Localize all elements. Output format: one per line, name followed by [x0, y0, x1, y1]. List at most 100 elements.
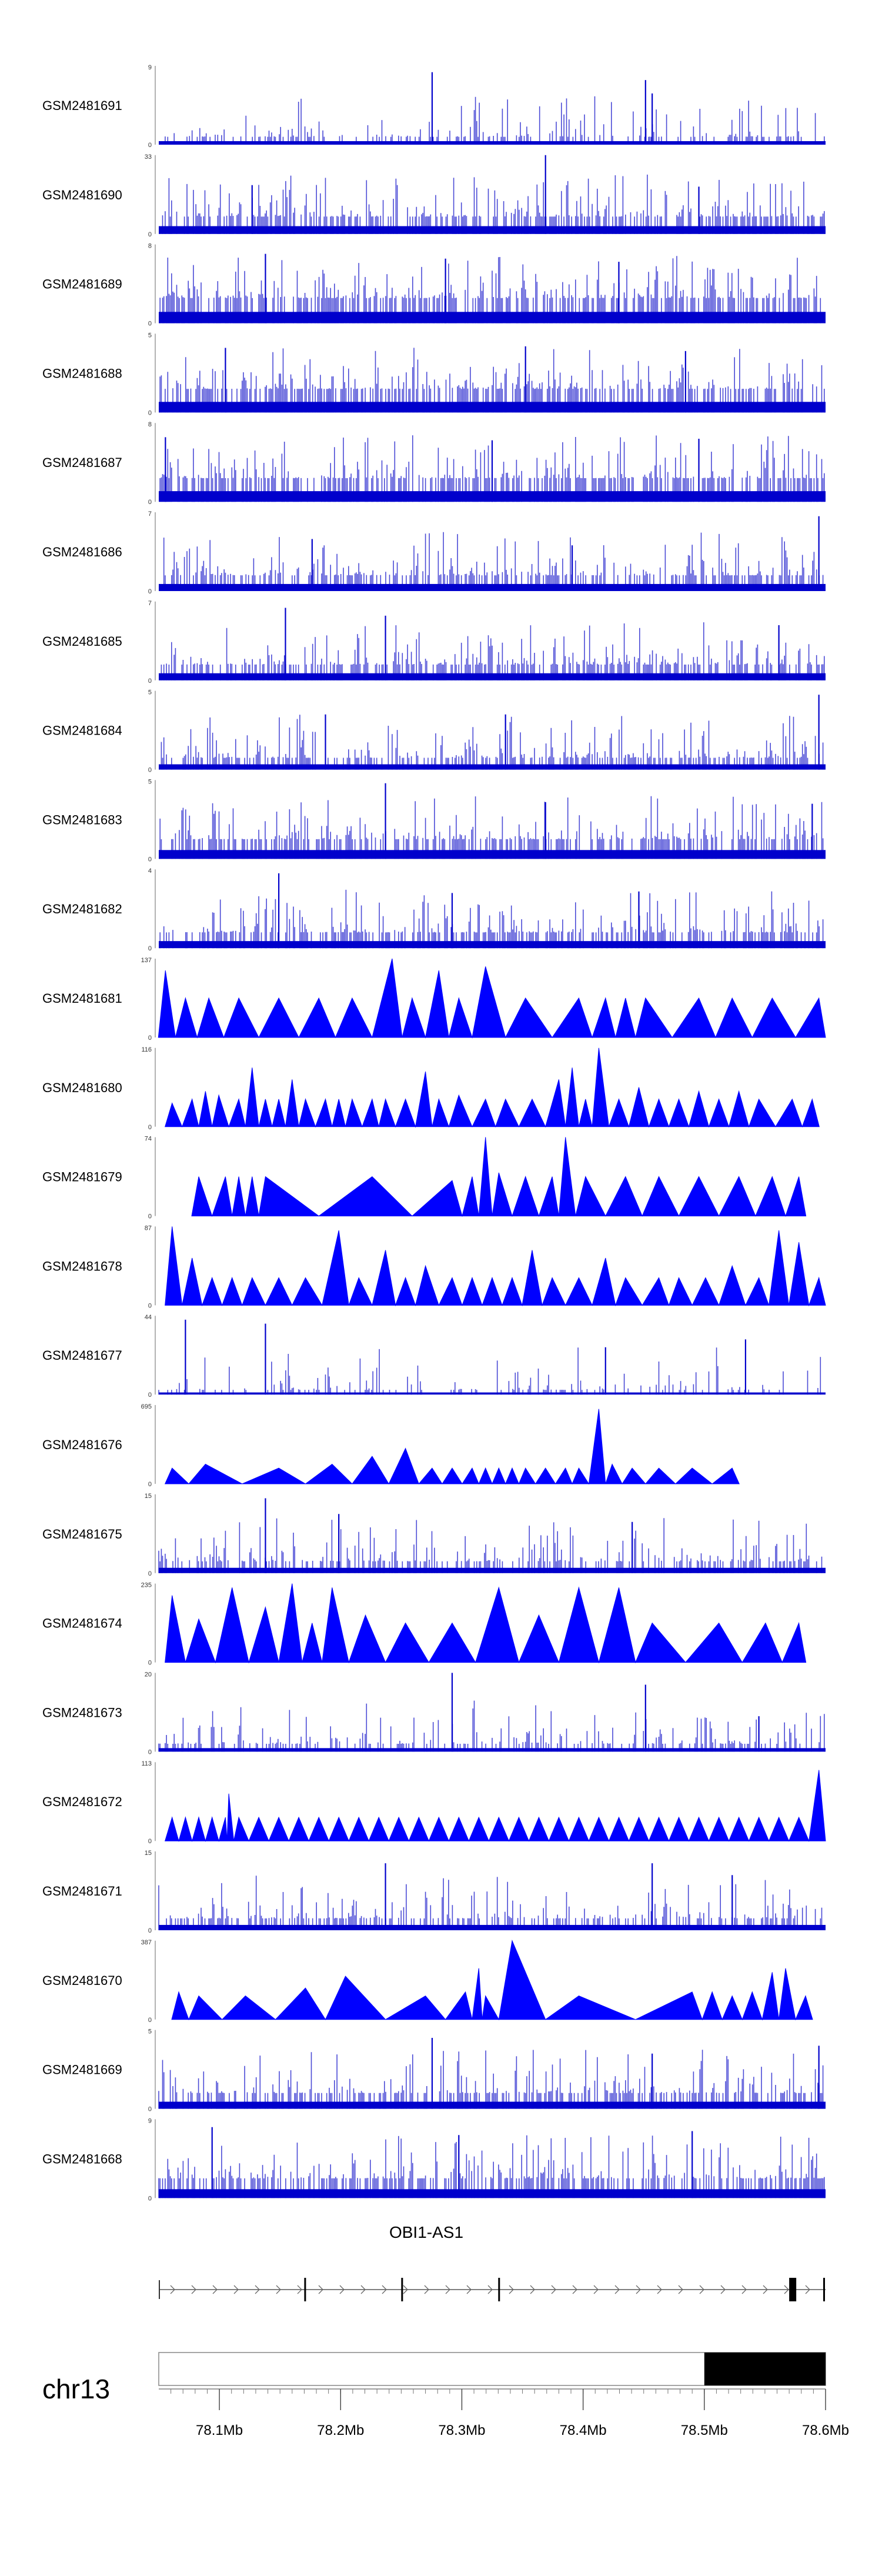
y-min-label: 0	[148, 1838, 152, 1845]
y-min-label: 0	[148, 321, 152, 328]
y-max-label: 387	[141, 1939, 152, 1946]
track-GSM2481681: GSM2481681 137 0	[42, 957, 826, 1042]
signal-bars	[158, 1518, 823, 1573]
y-min-label: 0	[148, 1035, 152, 1042]
y-min-label: 0	[148, 1392, 152, 1399]
y-max-label: 5	[148, 332, 152, 339]
track-label: GSM2481673	[42, 1705, 122, 1720]
track-GSM2481675: GSM2481675 15 0	[42, 1493, 826, 1577]
track-GSM2481683: GSM2481683 5 0	[42, 778, 826, 863]
x-tick-label: 78.6Mb	[802, 2422, 849, 2438]
signal-baseline	[159, 1392, 826, 1395]
track-GSM2481684: GSM2481684 5 0	[42, 689, 826, 774]
strand-arrow	[678, 2285, 683, 2294]
signal-baseline	[159, 312, 826, 323]
strand-arrow	[530, 2285, 535, 2294]
strand-arrow	[763, 2285, 768, 2294]
signal-bars	[159, 889, 824, 949]
y-max-label: 116	[141, 1046, 152, 1053]
track-label: GSM2481683	[42, 812, 122, 827]
strand-arrow	[593, 2285, 599, 2294]
strand-arrow	[572, 2285, 577, 2294]
track-GSM2481672: GSM2481672 113 0	[42, 1760, 826, 1845]
y-min-label: 0	[148, 1927, 152, 1934]
strand-arrow	[297, 2285, 302, 2294]
signal-peaks	[158, 958, 826, 1039]
track-label: GSM2481690	[42, 188, 122, 202]
signal-peaks	[165, 1583, 807, 1664]
gene-track: OBI1-AS1	[159, 2223, 826, 2301]
track-label: GSM2481675	[42, 1527, 122, 1541]
track-label: GSM2481676	[42, 1437, 122, 1452]
y-max-label: 5	[148, 2028, 152, 2036]
track-GSM2481690: GSM2481690 33 0	[42, 154, 826, 238]
y-min-label: 0	[148, 1660, 152, 1667]
y-min-label: 0	[148, 856, 152, 863]
y-min-label: 0	[148, 1302, 152, 1309]
track-GSM2481685: GSM2481685 7 0	[42, 600, 826, 685]
y-min-label: 0	[148, 2017, 152, 2024]
gene-exon	[304, 2278, 306, 2301]
strand-arrow	[805, 2285, 810, 2294]
track-label: GSM2481672	[42, 1794, 122, 1809]
y-max-label: 15	[145, 1850, 152, 1857]
track-GSM2481678: GSM2481678 87 0	[42, 1224, 826, 1309]
track-label: GSM2481684	[42, 723, 122, 738]
track-label: GSM2481679	[42, 1170, 122, 1184]
track-label: GSM2481671	[42, 1884, 122, 1898]
signal-bars	[158, 2050, 824, 2109]
y-min-label: 0	[148, 142, 152, 149]
y-max-label: 87	[145, 1224, 152, 1232]
y-max-label: 4	[148, 867, 152, 875]
signal-bars	[158, 2135, 825, 2198]
strand-arrow	[614, 2285, 620, 2294]
y-max-label: 74	[145, 1136, 152, 1143]
signal-bars	[159, 796, 824, 859]
track-GSM2481670: GSM2481670 387 0	[42, 1939, 813, 2024]
signal-bars	[162, 174, 825, 234]
strand-arrow	[170, 2285, 175, 2294]
y-max-label: 33	[145, 154, 152, 161]
signal-baseline	[159, 764, 826, 770]
track-GSM2481669: GSM2481669 5 0	[42, 2028, 826, 2113]
y-min-label: 0	[148, 1124, 152, 1131]
track-label: GSM2481687	[42, 455, 122, 470]
track-label: GSM2481668	[42, 2151, 122, 2166]
x-tick-label: 78.1Mb	[196, 2422, 243, 2438]
track-label: GSM2481682	[42, 902, 122, 916]
genome-axis: chr13 78.1Mb 78.2Mb 78.3Mb 78.4Mb 78.5Mb 78.6…	[42, 2352, 849, 2438]
gene-exon	[401, 2278, 403, 2301]
strand-arrow	[636, 2285, 641, 2294]
x-tick-label: 78.3Mb	[438, 2422, 485, 2438]
ideogram-band	[704, 2353, 826, 2385]
track-GSM2481689: GSM2481689 8 0	[42, 243, 826, 328]
track-GSM2481691: GSM2481691 9 0	[42, 64, 826, 149]
track-label: GSM2481669	[42, 2063, 122, 2077]
strand-arrow	[318, 2285, 323, 2294]
signal-baseline	[159, 141, 826, 145]
track-GSM2481680: GSM2481680 116 0	[42, 1046, 820, 1131]
signal-baseline	[159, 583, 826, 591]
strand-arrow	[424, 2285, 429, 2294]
strand-arrow	[487, 2285, 493, 2294]
y-max-label: 44	[145, 1314, 152, 1321]
signal-baseline	[159, 850, 826, 859]
gene-label: OBI1-AS1	[389, 2223, 463, 2241]
strand-arrow	[191, 2285, 196, 2294]
signal-bars	[161, 622, 825, 680]
y-max-label: 5	[148, 689, 152, 696]
track-GSM2481688: GSM2481688 5 0	[42, 332, 826, 416]
signal-baseline	[159, 2189, 826, 2198]
strand-arrow	[212, 2285, 218, 2294]
y-max-label: 235	[141, 1582, 152, 1589]
signal-baseline	[159, 226, 826, 234]
strand-arrow	[551, 2285, 556, 2294]
strand-arrow	[403, 2285, 408, 2294]
signal-bars	[158, 1700, 825, 1752]
y-min-label: 0	[148, 1570, 152, 1577]
signal-baseline	[159, 402, 826, 413]
y-max-label: 695	[141, 1403, 152, 1410]
y-max-label: 8	[148, 421, 152, 428]
gene-exon	[159, 2280, 160, 2299]
